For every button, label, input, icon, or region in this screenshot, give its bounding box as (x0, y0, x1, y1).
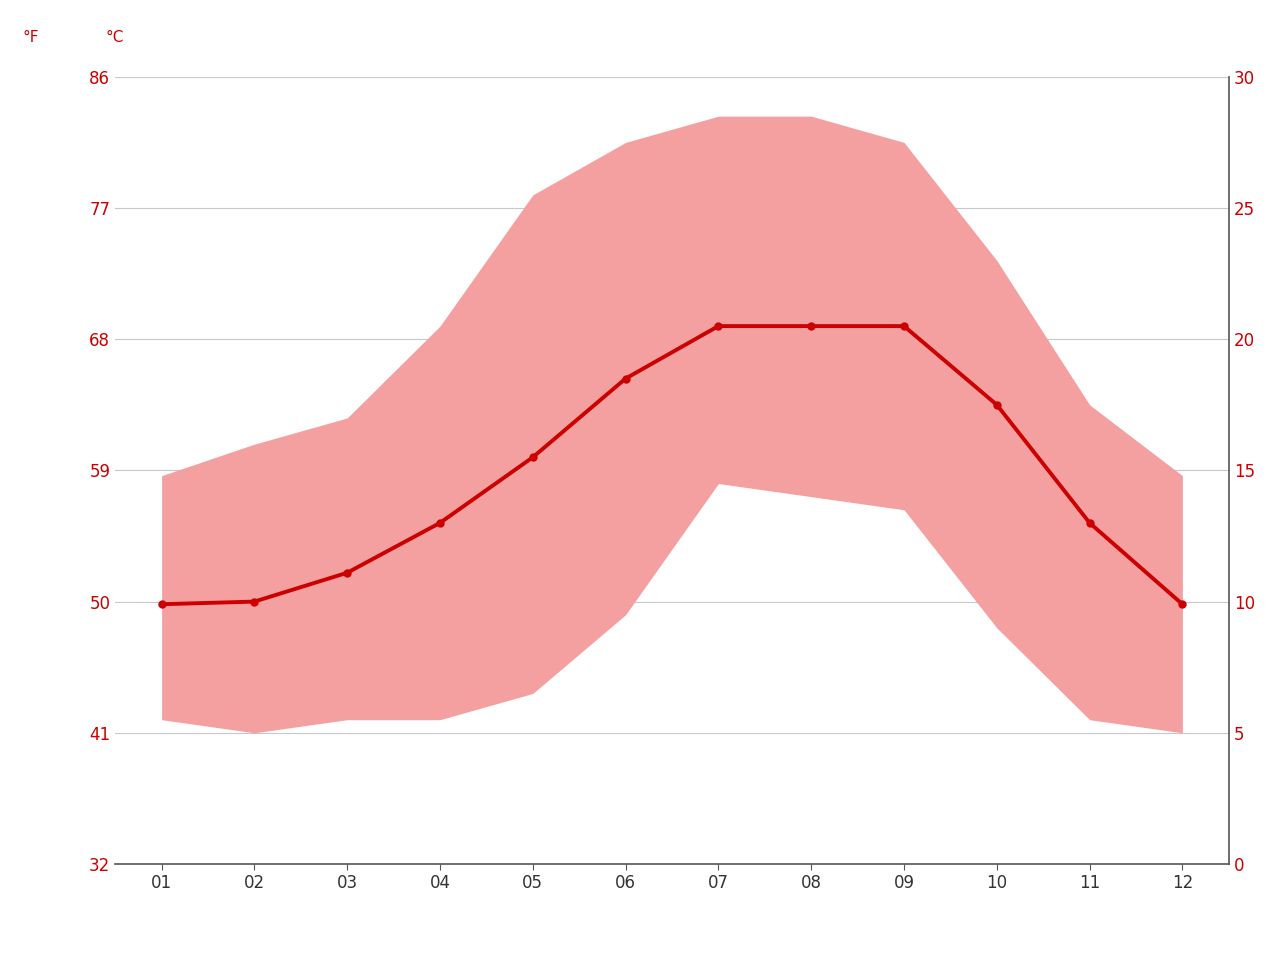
Text: °C: °C (106, 31, 124, 45)
Text: °F: °F (23, 31, 38, 45)
